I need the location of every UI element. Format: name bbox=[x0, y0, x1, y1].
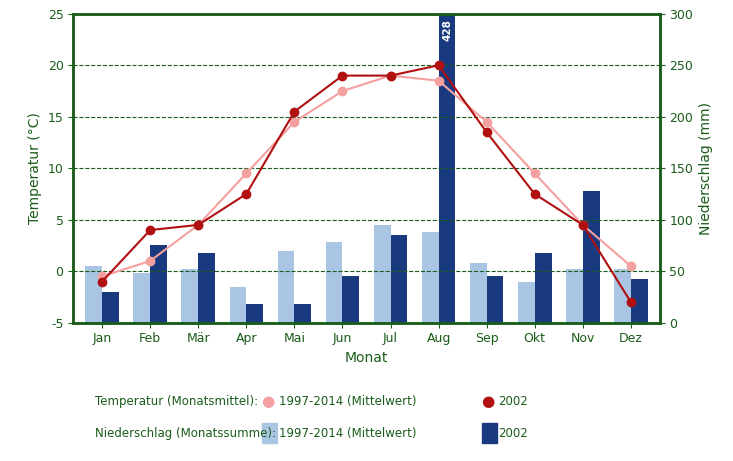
Bar bbox=[470, 263, 487, 323]
Bar bbox=[246, 304, 263, 323]
Bar bbox=[421, 232, 438, 323]
Bar bbox=[583, 191, 600, 323]
Text: Niederschlag (Monatssumme):: Niederschlag (Monatssumme): bbox=[95, 427, 276, 440]
Bar bbox=[438, 0, 455, 323]
X-axis label: Monat: Monat bbox=[345, 351, 388, 365]
Bar bbox=[614, 269, 631, 323]
Bar bbox=[391, 235, 408, 323]
Text: 1997-2014 (Mittelwert): 1997-2014 (Mittelwert) bbox=[279, 427, 416, 440]
Bar bbox=[342, 276, 359, 323]
Bar bbox=[278, 251, 295, 323]
Bar bbox=[518, 282, 535, 323]
Bar bbox=[182, 269, 198, 323]
Bar bbox=[487, 276, 504, 323]
Bar bbox=[535, 253, 551, 323]
Text: ●: ● bbox=[261, 394, 274, 408]
Bar bbox=[102, 292, 119, 323]
Bar bbox=[150, 245, 167, 323]
Y-axis label: Niederschlag (mm): Niederschlag (mm) bbox=[699, 102, 713, 235]
Text: 2002: 2002 bbox=[498, 427, 528, 440]
Text: 428: 428 bbox=[442, 19, 452, 41]
Bar bbox=[198, 253, 215, 323]
Text: Temperatur (Monatsmittel):: Temperatur (Monatsmittel): bbox=[95, 395, 259, 408]
Bar bbox=[631, 279, 648, 323]
Text: 1997-2014 (Mittelwert): 1997-2014 (Mittelwert) bbox=[279, 395, 416, 408]
Text: 2002: 2002 bbox=[498, 395, 528, 408]
Bar bbox=[295, 304, 312, 323]
Bar bbox=[133, 273, 150, 323]
Bar bbox=[325, 242, 342, 323]
Y-axis label: Temperatur (°C): Temperatur (°C) bbox=[28, 112, 42, 224]
Bar bbox=[374, 225, 391, 323]
Bar bbox=[229, 287, 246, 323]
Text: ●: ● bbox=[481, 394, 494, 408]
Bar bbox=[566, 269, 583, 323]
Bar bbox=[85, 266, 102, 323]
